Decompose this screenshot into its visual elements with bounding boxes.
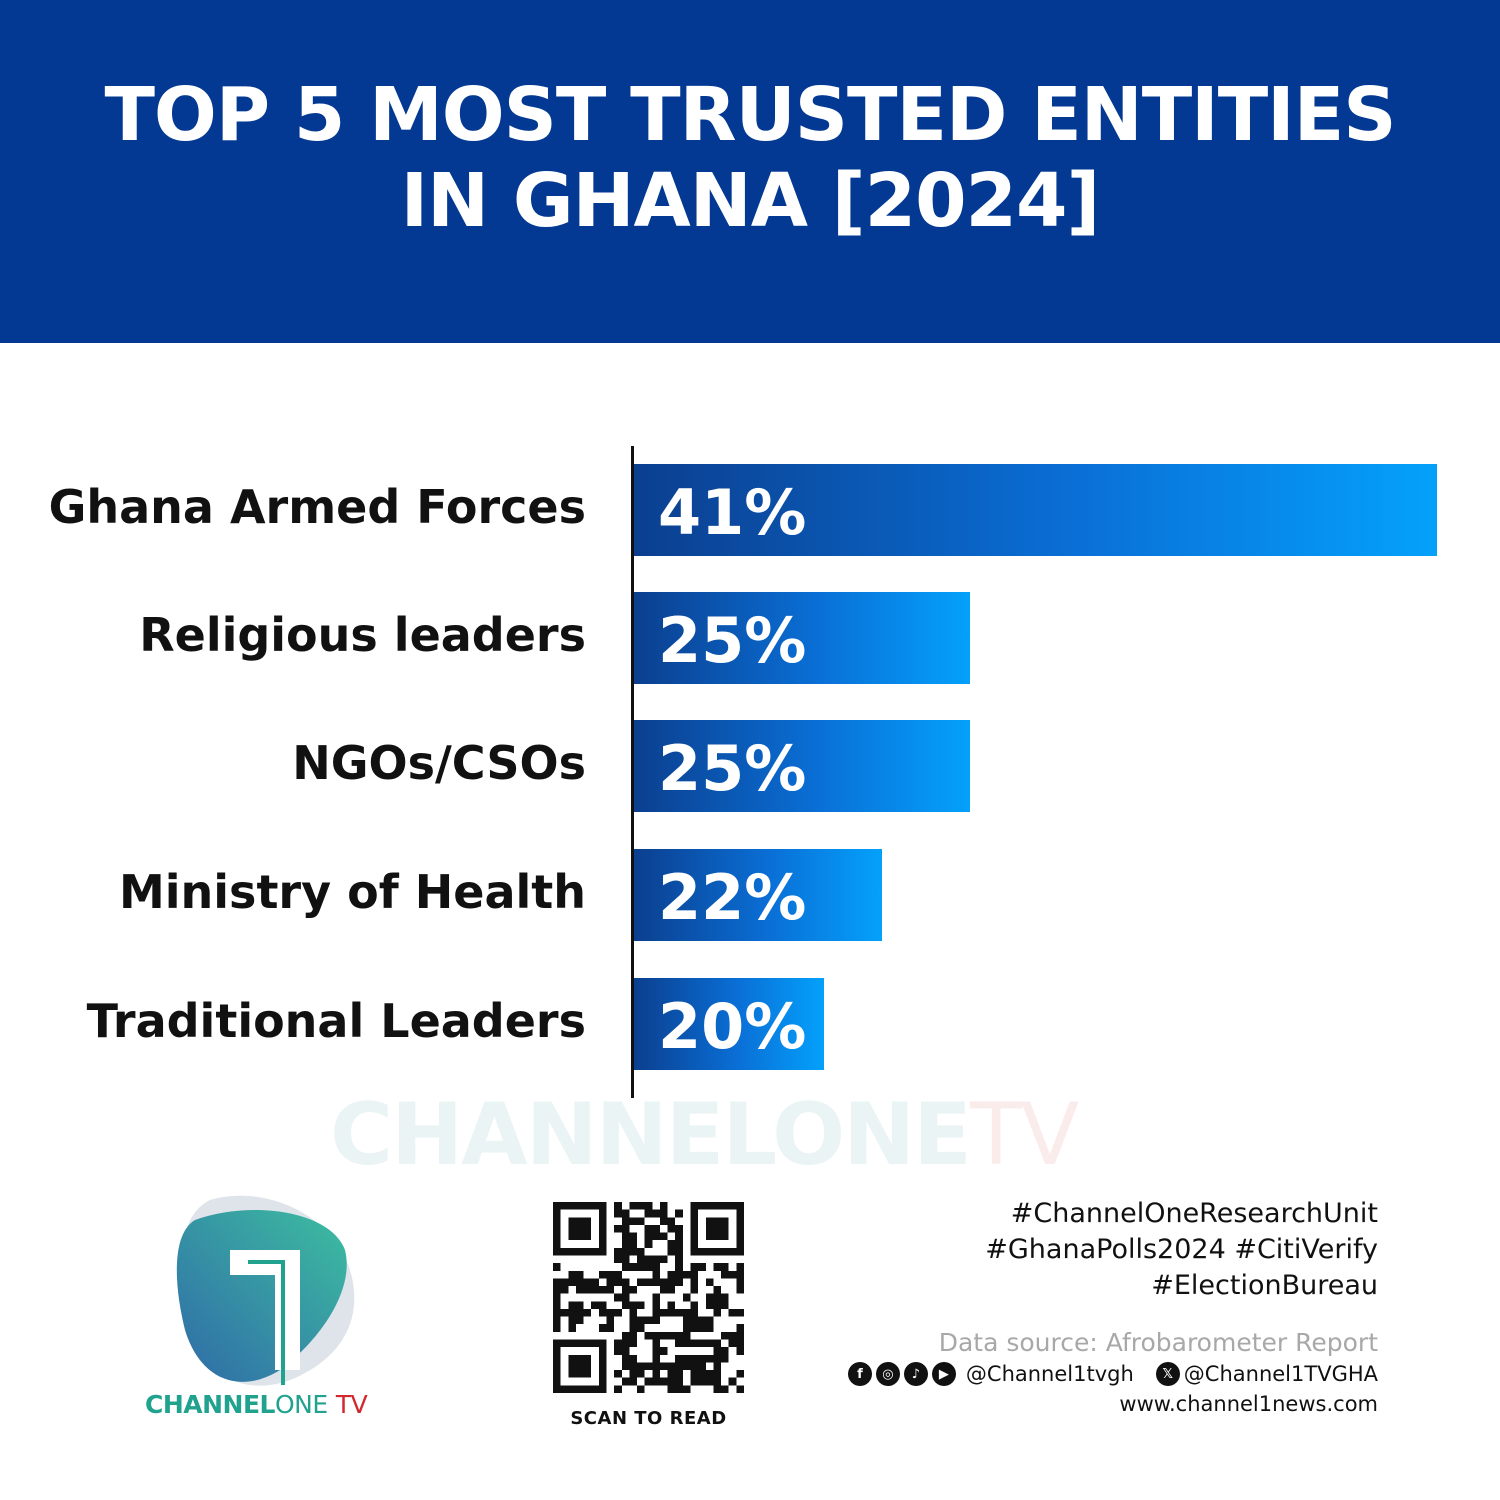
category-label: Traditional Leaders (86, 994, 586, 1048)
category-label: Ghana Armed Forces (48, 480, 586, 534)
data-source: Data source: Afrobarometer Report (938, 1328, 1378, 1357)
x-icon[interactable]: 𝕏 (1155, 1362, 1180, 1386)
data-label: 25% (658, 604, 807, 677)
logo-one: ONE (274, 1390, 328, 1419)
x-handle[interactable]: @Channel1TVGHA (1183, 1362, 1378, 1386)
data-label: 25% (658, 732, 807, 805)
logo-tv: TV (335, 1390, 368, 1419)
y-axis-line (631, 446, 634, 1098)
tiktok-icon[interactable]: ♪ (903, 1362, 928, 1386)
watermark-tv: TV (969, 1085, 1079, 1185)
watermark: CHANNELONETV (330, 1085, 1079, 1185)
data-label: 22% (658, 861, 807, 934)
website-link[interactable]: www.channel1news.com (1119, 1392, 1378, 1416)
footer-info: #ChannelOneResearchUnit #GhanaPolls2024 … (847, 1196, 1378, 1416)
bar (634, 849, 883, 941)
logo-channel: CHANNEL (145, 1390, 275, 1419)
qr-code-icon[interactable] (553, 1202, 744, 1393)
bar (634, 592, 970, 684)
logo-wordmark: CHANNELONE TV (145, 1390, 368, 1419)
category-label: Religious leaders (139, 608, 586, 662)
header-banner: TOP 5 MOST TRUSTED ENTITIES IN GHANA [20… (0, 0, 1500, 343)
social-handle[interactable]: @Channel1tvgh (965, 1362, 1134, 1386)
watermark-text: CHANNELONE (330, 1085, 972, 1185)
bar (634, 978, 824, 1070)
bar (634, 464, 1437, 556)
youtube-icon[interactable]: ▶ (931, 1362, 956, 1386)
facebook-icon[interactable]: f (847, 1362, 872, 1386)
data-label: 41% (658, 476, 807, 549)
page-title-line1: TOP 5 MOST TRUSTED ENTITIES (104, 71, 1396, 158)
category-label: NGOs/CSOs (292, 736, 586, 790)
instagram-icon[interactable]: ◎ (875, 1362, 900, 1386)
category-label: Ministry of Health (119, 865, 586, 919)
qr-caption: SCAN TO READ (570, 1408, 727, 1429)
bar (634, 720, 970, 812)
page-title-line2: IN GHANA [2024] (400, 157, 1101, 244)
hashtag-line: #ChannelOneResearchUnit (1010, 1198, 1378, 1229)
social-row: f ◎ ♪ ▶ @Channel1tvgh 𝕏 @Channel1TVGHA (847, 1362, 1378, 1386)
data-label: 20% (658, 990, 807, 1063)
channelone-logo-icon (176, 1195, 355, 1386)
hashtag-line: #ElectionBureau (1151, 1270, 1378, 1301)
hashtag-line: #GhanaPolls2024 #CitiVerify (985, 1234, 1378, 1265)
